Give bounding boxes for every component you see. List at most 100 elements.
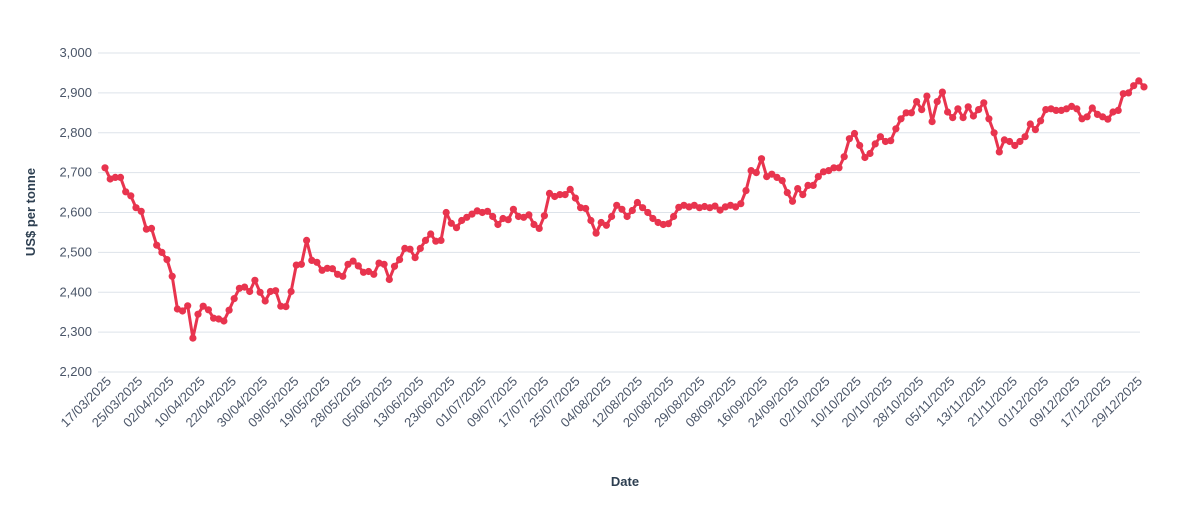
data-point [1104, 115, 1112, 123]
data-point [132, 204, 140, 212]
data-point [778, 177, 786, 185]
data-point [928, 118, 936, 126]
y-tick-label: 2,800 [59, 125, 92, 140]
data-point [111, 173, 119, 181]
data-point [845, 135, 854, 143]
data-point [840, 153, 848, 161]
data-point [204, 306, 212, 314]
data-point [168, 272, 176, 280]
data-point [303, 236, 311, 244]
data-point [995, 148, 1003, 156]
data-point [328, 265, 336, 273]
data-point [742, 187, 750, 195]
data-point [871, 140, 879, 148]
y-tick-label: 3,000 [59, 45, 92, 60]
data-point [949, 114, 957, 122]
data-point [959, 114, 967, 122]
data-point [670, 212, 678, 221]
data-point [716, 206, 724, 214]
data-point [163, 256, 171, 264]
data-point [1135, 77, 1143, 85]
data-point [127, 192, 135, 200]
data-point [835, 164, 843, 172]
data-point [918, 106, 926, 114]
data-point [452, 224, 461, 232]
data-point [913, 98, 921, 106]
data-point [282, 303, 290, 311]
data-point [158, 248, 166, 256]
data-point [933, 98, 941, 106]
data-point [737, 200, 745, 208]
data-point [592, 229, 600, 237]
data-point [608, 212, 616, 221]
data-point [494, 220, 502, 229]
data-point [757, 155, 766, 163]
data-point [649, 214, 657, 223]
data-point [628, 206, 636, 215]
data-point [483, 207, 492, 215]
data-point [178, 307, 187, 315]
data-point [856, 141, 864, 150]
data-point [556, 191, 564, 199]
data-point [256, 288, 264, 296]
data-point [349, 257, 357, 265]
data-point [225, 306, 233, 314]
data-point [876, 133, 885, 141]
data-point [137, 207, 145, 215]
data-point [101, 164, 109, 172]
data-point [1073, 105, 1081, 113]
data-point [1052, 106, 1060, 114]
data-point [582, 204, 590, 213]
data-point [902, 109, 910, 117]
data-point [370, 270, 378, 278]
data-point [437, 236, 445, 244]
data-point [220, 317, 228, 325]
data-point [241, 283, 249, 291]
data-point [1114, 106, 1122, 114]
data-point [618, 205, 626, 213]
x-axis-title: Date [611, 474, 639, 489]
data-point [199, 302, 207, 310]
data-point [954, 105, 962, 113]
data-point [1011, 141, 1019, 150]
data-point [985, 115, 993, 123]
data-point [463, 213, 471, 221]
data-point [1026, 120, 1034, 128]
data-point [427, 230, 435, 238]
data-point [230, 295, 238, 303]
data-point [752, 169, 760, 177]
data-point [1016, 137, 1024, 146]
data-point [969, 112, 978, 120]
data-point [184, 302, 192, 310]
data-point [122, 188, 130, 196]
data-point [830, 164, 838, 172]
data-point [613, 201, 621, 209]
y-tick-label: 2,500 [59, 244, 92, 259]
data-point [804, 181, 812, 189]
data-point [907, 109, 916, 117]
data-point [980, 99, 988, 107]
data-point [354, 262, 362, 270]
data-point [396, 256, 404, 264]
data-point [788, 197, 797, 205]
data-point [1006, 137, 1014, 146]
data-point [861, 153, 869, 162]
data-point [246, 287, 254, 296]
data-point [566, 185, 574, 193]
data-point [732, 203, 740, 211]
data-point [411, 254, 419, 262]
y-tick-label: 2,700 [59, 165, 92, 180]
data-point [1130, 82, 1138, 90]
data-point [799, 191, 807, 199]
data-point [644, 208, 652, 217]
data-point [545, 189, 554, 197]
data-point [116, 173, 125, 181]
data-point [623, 212, 631, 221]
data-point [530, 220, 538, 229]
data-point [711, 202, 719, 210]
data-point [602, 221, 611, 229]
data-point [571, 194, 580, 202]
data-point [509, 205, 517, 213]
data-point [1037, 117, 1045, 125]
